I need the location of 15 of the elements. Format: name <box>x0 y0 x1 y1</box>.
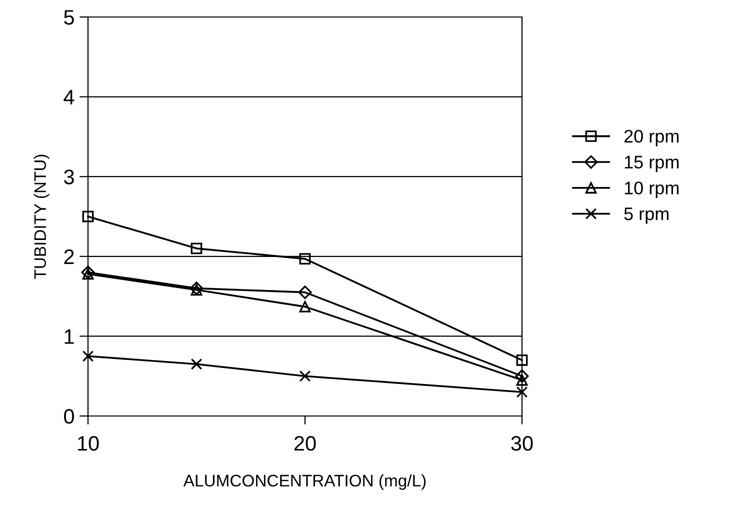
y-tick-label: 2 <box>64 249 74 264</box>
y-tick-label: 4 <box>64 90 74 104</box>
x-tick-label: 20 <box>294 436 316 451</box>
y-tick-label: 1 <box>64 329 74 344</box>
y-tick-label: 3 <box>64 170 74 184</box>
legend-label: 5 rpm <box>624 208 668 224</box>
y-tick-label: 0 <box>64 409 74 424</box>
legend-label: 15 rpm <box>624 156 679 172</box>
legend-label: 10 rpm <box>624 182 679 198</box>
x-tick-label: 30 <box>511 436 533 451</box>
x-axis-title: ALUMCONCENTRATION (mg/L) <box>183 474 426 490</box>
y-axis-title: TUBIDITY (NTU) <box>34 154 50 279</box>
y-tick-label: 5 <box>64 10 74 25</box>
legend-label: 20 rpm <box>624 130 679 146</box>
x-tick-label: 10 <box>78 436 99 451</box>
